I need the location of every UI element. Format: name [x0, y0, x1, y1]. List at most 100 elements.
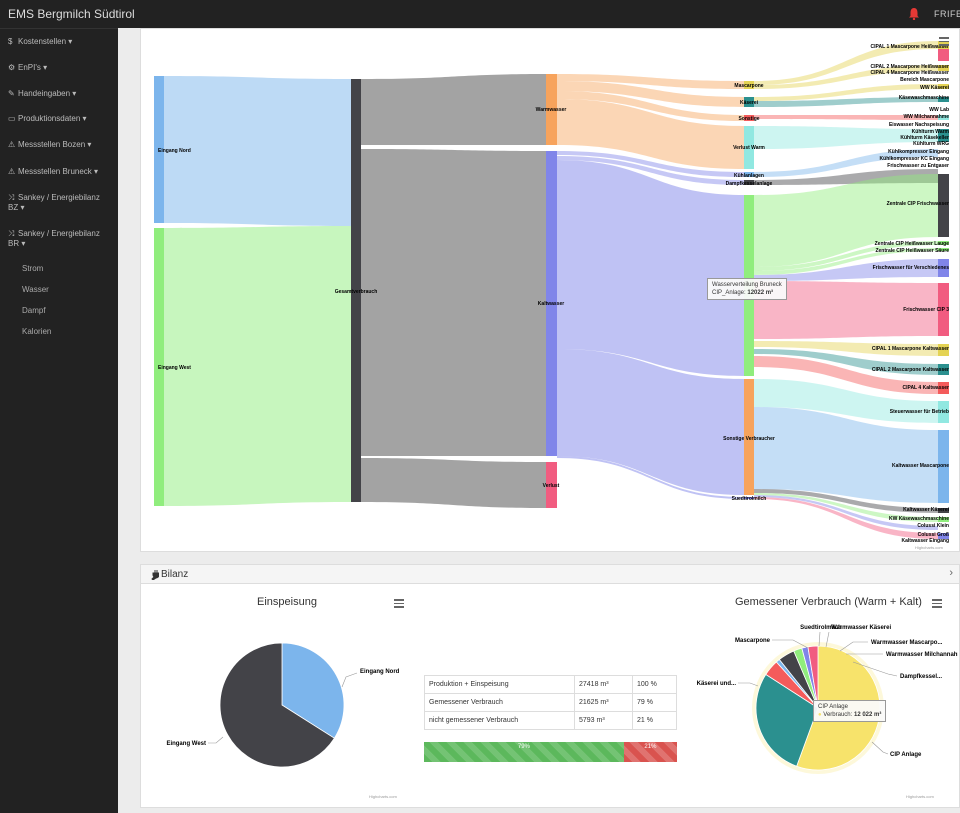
sankey-link-warm-masc[interactable] — [557, 74, 744, 89]
sidebar-item-2[interactable]: ✎ Handeingaben ▾ — [0, 89, 112, 99]
sankey-link-kalt-dampf[interactable] — [557, 156, 744, 185]
sankey-label-warm: Warmwasser — [536, 107, 567, 113]
sankey-link-target-2[interactable] — [754, 84, 938, 101]
sankey-node-mid-2[interactable] — [744, 115, 754, 121]
sankey-node-right-12[interactable] — [938, 344, 949, 356]
table-cell-pct: 21 % — [632, 711, 677, 730]
sankey-link-target-19[interactable] — [754, 493, 938, 522]
sankey-node-warm[interactable] — [546, 74, 557, 145]
sankey-node-right-5[interactable] — [938, 115, 949, 120]
sidebar-subitem-kalorien[interactable]: Kalorien — [22, 327, 52, 336]
sankey-link-kalt-sonst[interactable] — [557, 349, 744, 495]
sankey-node-kalt[interactable] — [546, 151, 557, 456]
sankey-node-mid-7[interactable] — [744, 379, 754, 495]
sankey-link-target-0[interactable] — [754, 41, 938, 85]
sankey-link-warm[interactable] — [361, 74, 546, 145]
sankey-node-mid-3[interactable] — [744, 126, 754, 169]
sankey-link-target-12[interactable] — [754, 281, 938, 339]
app-brand[interactable]: EMS Bergmilch Südtirol — [8, 7, 135, 21]
pie2-tooltip-label: Verbrauch: — [823, 712, 853, 718]
sankey-link-kalt[interactable] — [361, 149, 546, 456]
sidebar-item-1[interactable]: ⚙ EnPI's ▾ — [0, 63, 112, 73]
sankey-link-target-11[interactable] — [754, 259, 938, 281]
sankey-node-mid-5[interactable] — [744, 180, 754, 185]
sankey-link-target-8[interactable] — [754, 174, 938, 267]
sankey-node-right-6[interactable] — [938, 129, 949, 142]
sankey-link-target-17[interactable] — [754, 407, 938, 503]
sankey-node-right-2[interactable] — [938, 65, 949, 71]
sankey-link-target-13[interactable] — [754, 341, 938, 356]
sankey-node-nord[interactable] — [154, 76, 164, 223]
sankey-label-right-2: CIPAL 4 Mascarpone Heißwasser — [871, 70, 950, 76]
sankey-link-west[interactable] — [164, 226, 351, 506]
sidebar-item-3[interactable]: ▭ Produktionsdaten ▾ — [0, 114, 112, 124]
sankey-node-right-15[interactable] — [938, 401, 949, 423]
sankey-node-mid-0[interactable] — [744, 81, 754, 89]
sankey-node-right-7[interactable] — [938, 174, 949, 237]
sankey-link-warm-sonst[interactable] — [557, 91, 744, 121]
sankey-link-kalt-kuhl[interactable] — [557, 151, 744, 177]
sankey-node-right-13[interactable] — [938, 364, 949, 375]
pie1-credits[interactable]: Highcharts.com — [369, 794, 397, 799]
sankey-node-right-18[interactable] — [938, 517, 949, 522]
pie2-menu-icon[interactable] — [932, 599, 942, 608]
sankey-node-right-16[interactable] — [938, 430, 949, 503]
sankey-link-verlust[interactable] — [361, 458, 546, 508]
sankey-link-target-1[interactable] — [754, 65, 938, 89]
bell-icon[interactable] — [908, 7, 920, 20]
sankey-link-target-7[interactable] — [754, 169, 938, 185]
sankey-link-target-4[interactable] — [754, 115, 938, 120]
sidebar-item-4[interactable]: ⚠ Messstellen Bozen ▾ — [0, 140, 112, 150]
sidebar-item-6[interactable]: ⤨ Sankey / Energiebilanz BZ ▾ — [0, 193, 112, 213]
sankey-node-right-9[interactable] — [938, 248, 949, 251]
sidebar-item-5[interactable]: ⚠ Messstellen Bruneck ▾ — [0, 167, 112, 177]
sankey-node-right-4[interactable] — [938, 97, 949, 102]
sankey-node-right-14[interactable] — [938, 382, 949, 394]
pie1-slice-1[interactable] — [219, 642, 335, 768]
chevron-right-icon[interactable]: › — [949, 567, 953, 579]
sankey-link-target-16[interactable] — [754, 379, 938, 423]
sankey-node-mid-8[interactable] — [744, 497, 754, 499]
sankey-link-target-3[interactable] — [754, 97, 938, 107]
sankey-menu-icon[interactable] — [939, 37, 949, 46]
sankey-link-target-6[interactable] — [754, 149, 938, 177]
sankey-node-right-8[interactable] — [938, 241, 949, 245]
sankey-node-right-3[interactable] — [938, 84, 949, 89]
pie2-credits[interactable]: Highcharts.com — [906, 794, 934, 799]
sankey-link-target-18[interactable] — [754, 489, 938, 513]
sankey-link-target-21[interactable] — [754, 497, 938, 539]
sankey-link-nord[interactable] — [164, 76, 351, 226]
pie1-menu-icon[interactable] — [394, 599, 404, 608]
sankey-link-kalt-sued[interactable] — [557, 456, 744, 499]
sankey-node-right-10[interactable] — [938, 259, 949, 277]
sankey-node-mid-1[interactable] — [744, 97, 754, 107]
sankey-node-right-19[interactable] — [938, 533, 949, 539]
progress-segment-measured: 79% — [424, 742, 624, 762]
sankey-link-target-9[interactable] — [754, 241, 938, 271]
sankey-node-west[interactable] — [154, 228, 164, 506]
sankey-link-kalt-cip[interactable] — [557, 160, 744, 376]
sankey-node-total[interactable] — [351, 79, 361, 502]
sidebar-subitem-wasser[interactable]: Wasser — [22, 285, 49, 294]
pie2-slice-1[interactable] — [755, 673, 819, 767]
sidebar-item-0[interactable]: $ Kostenstellen ▾ — [0, 37, 112, 47]
bilanz-panel-header[interactable]: Bilanz › — [140, 564, 960, 584]
sankey-link-target-20[interactable] — [754, 495, 938, 530]
sankey-node-right-17[interactable] — [938, 508, 949, 513]
sankey-link-target-15[interactable] — [754, 356, 938, 394]
sankey-link-warm-verlust[interactable] — [557, 99, 744, 169]
sankey-node-right-11[interactable] — [938, 283, 949, 336]
user-menu[interactable]: FRIFER — [934, 9, 960, 19]
sankey-link-target-14[interactable] — [754, 349, 938, 375]
pie2-slice-7[interactable] — [807, 645, 819, 709]
sankey-link-warm-kas[interactable] — [557, 81, 744, 107]
sankey-credits[interactable]: Highcharts.com — [915, 545, 943, 550]
sidebar-subitem-dampf[interactable]: Dampf — [22, 306, 46, 315]
sankey-link-target-5[interactable] — [754, 126, 938, 149]
sidebar-item-7[interactable]: ⤨ Sankey / Energiebilanz BR ▾ — [0, 229, 112, 249]
sankey-link-target-10[interactable] — [754, 248, 938, 275]
sankey-node-verlust[interactable] — [546, 462, 557, 508]
sankey-node-right-1[interactable] — [938, 49, 949, 61]
sidebar-subitem-strom[interactable]: Strom — [22, 264, 44, 273]
sankey-node-mid-4[interactable] — [744, 172, 754, 177]
